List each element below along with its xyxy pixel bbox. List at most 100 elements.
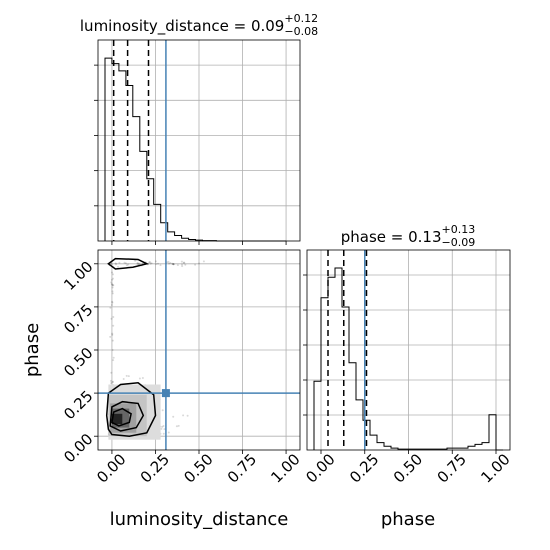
joint-sample-point bbox=[111, 284, 114, 287]
joint-sample-point bbox=[150, 262, 153, 265]
marginal-ld-title: luminosity_distance = 0.09+0.12 −0.08 bbox=[80, 12, 318, 38]
joint-sample-point bbox=[136, 262, 139, 264]
marginal-phase-title: phase = 0.13+0.13 −0.09 bbox=[341, 223, 476, 249]
marginal-ld-title-param: luminosity_distance bbox=[80, 17, 229, 36]
joint-sample-point bbox=[111, 283, 114, 286]
joint-sample-point bbox=[111, 349, 114, 351]
joint-sample-point bbox=[168, 262, 170, 265]
joint-frame bbox=[97, 249, 301, 451]
joint-panel: 0.00 0.25 0.50 0.75 1.000.000.250.500.751.00 bbox=[60, 249, 304, 487]
joint-sample-point bbox=[110, 283, 113, 285]
joint-sample-point bbox=[112, 356, 115, 359]
joint-sample-point bbox=[148, 261, 151, 264]
joint-sample-point bbox=[134, 259, 137, 262]
marginal-ld-title-median: 0.09 bbox=[251, 17, 284, 35]
joint-truth-marker bbox=[161, 389, 170, 398]
joint-sample-point bbox=[138, 377, 141, 380]
joint-contour-2 bbox=[111, 407, 132, 427]
joint-sample-point bbox=[109, 306, 112, 309]
joint-sample-point bbox=[137, 262, 140, 265]
marginal-ld-quantiles bbox=[112, 40, 150, 241]
joint-sample-point bbox=[111, 271, 113, 274]
marginal-phase-xtick-label-0: 0.00 bbox=[302, 450, 338, 486]
marginal-phase-panel: 0.00 0.25 0.50 0.75 1.00 phase = 0.13+0.13 −0… bbox=[302, 223, 513, 487]
joint-sample-point bbox=[177, 424, 180, 427]
joint-ytick-label-3: 0.75 bbox=[60, 301, 96, 337]
x-axis-label-phase: phase bbox=[381, 509, 435, 530]
joint-sample-point bbox=[172, 415, 175, 418]
marginal-ld-grid bbox=[98, 40, 300, 241]
joint-sample-point bbox=[155, 263, 157, 266]
joint-sample-point bbox=[112, 284, 115, 287]
joint-sample-point bbox=[112, 316, 115, 318]
joint-sample-point bbox=[176, 264, 179, 267]
joint-sample-point bbox=[167, 431, 170, 434]
joint-sample-point bbox=[110, 263, 113, 266]
joint-sample-point bbox=[149, 261, 151, 264]
joint-sample-point bbox=[159, 264, 162, 267]
joint-sample-point bbox=[127, 375, 130, 378]
joint-sample-point bbox=[162, 432, 165, 435]
joint-sample-point bbox=[160, 427, 163, 430]
marginal-ld-histogram bbox=[104, 57, 287, 242]
joint-sample-point bbox=[202, 260, 205, 263]
joint-sample-point bbox=[112, 273, 114, 276]
joint-sample-point bbox=[117, 265, 119, 268]
joint-sample-point bbox=[111, 290, 114, 293]
joint-xtick-label-4: 1.00 bbox=[267, 450, 303, 486]
joint-sample-point bbox=[127, 263, 130, 266]
marginal-phase-xtick-label-3: 0.75 bbox=[434, 450, 470, 486]
joint-sample-point bbox=[172, 263, 175, 266]
joint-ticks: 0.00 0.25 0.50 0.75 1.000.000.250.500.751.00 bbox=[60, 258, 304, 487]
joint-sample-point bbox=[112, 324, 115, 327]
joint-sample-point bbox=[172, 263, 175, 266]
joint-sample-point bbox=[154, 260, 157, 263]
marginal-ld-frame bbox=[97, 39, 301, 242]
x-axis-label-luminosity-distance: luminosity_distance bbox=[110, 509, 289, 530]
joint-sample-point bbox=[198, 262, 200, 265]
joint-sample-point bbox=[136, 262, 139, 265]
joint-sample-point bbox=[110, 262, 113, 265]
joint-sample-point bbox=[111, 292, 114, 295]
joint-sample-point bbox=[111, 300, 114, 303]
marginal-ld-title-plus: +0.12 bbox=[284, 12, 318, 25]
joint-sample-point bbox=[110, 371, 113, 374]
joint-sample-point bbox=[112, 277, 114, 280]
joint-sample-point bbox=[114, 262, 117, 265]
joint-sample-point bbox=[111, 333, 114, 336]
joint-xtick-label-0: 0.00 bbox=[93, 450, 129, 486]
joint-sample-point bbox=[182, 414, 185, 417]
joint-sample-point bbox=[112, 380, 114, 383]
joint-sample-point bbox=[111, 339, 114, 342]
joint-sample-point bbox=[186, 414, 189, 417]
joint-sample-point bbox=[184, 263, 187, 266]
joint-xtick-label-1: 0.25 bbox=[137, 450, 173, 486]
joint-sample-point bbox=[110, 278, 113, 281]
joint-sample-point bbox=[180, 260, 183, 263]
marginal-phase-histogram bbox=[313, 267, 503, 451]
joint-sample-point bbox=[183, 261, 186, 264]
joint-sample-point bbox=[124, 262, 127, 265]
joint-sample-point bbox=[162, 425, 165, 427]
joint-sample-point bbox=[149, 262, 152, 265]
joint-sample-point bbox=[141, 377, 144, 379]
marginal-phase-hist-step bbox=[313, 267, 503, 451]
joint-sample-point bbox=[111, 301, 114, 304]
joint-sample-point bbox=[163, 428, 166, 431]
joint-xtick-label-2: 0.50 bbox=[180, 450, 216, 486]
marginal-luminosity-distance-panel: luminosity_distance = 0.09+0.12 −0.08 bbox=[80, 12, 318, 245]
joint-sample-point bbox=[171, 263, 174, 266]
y-axis-label-phase: phase bbox=[22, 323, 43, 377]
joint-sample-point bbox=[175, 425, 178, 428]
joint-sample-point bbox=[110, 281, 113, 284]
joint-contour-0 bbox=[105, 382, 157, 437]
joint-sample-point bbox=[112, 359, 115, 362]
joint-truth bbox=[98, 250, 300, 450]
joint-sample-point bbox=[109, 335, 112, 338]
joint-sample-point bbox=[125, 264, 128, 267]
joint-density-square-4 bbox=[111, 413, 123, 425]
joint-xtick-label-3: 0.75 bbox=[224, 450, 260, 486]
joint-sample-point bbox=[110, 317, 113, 320]
joint-sample-point bbox=[118, 261, 121, 264]
